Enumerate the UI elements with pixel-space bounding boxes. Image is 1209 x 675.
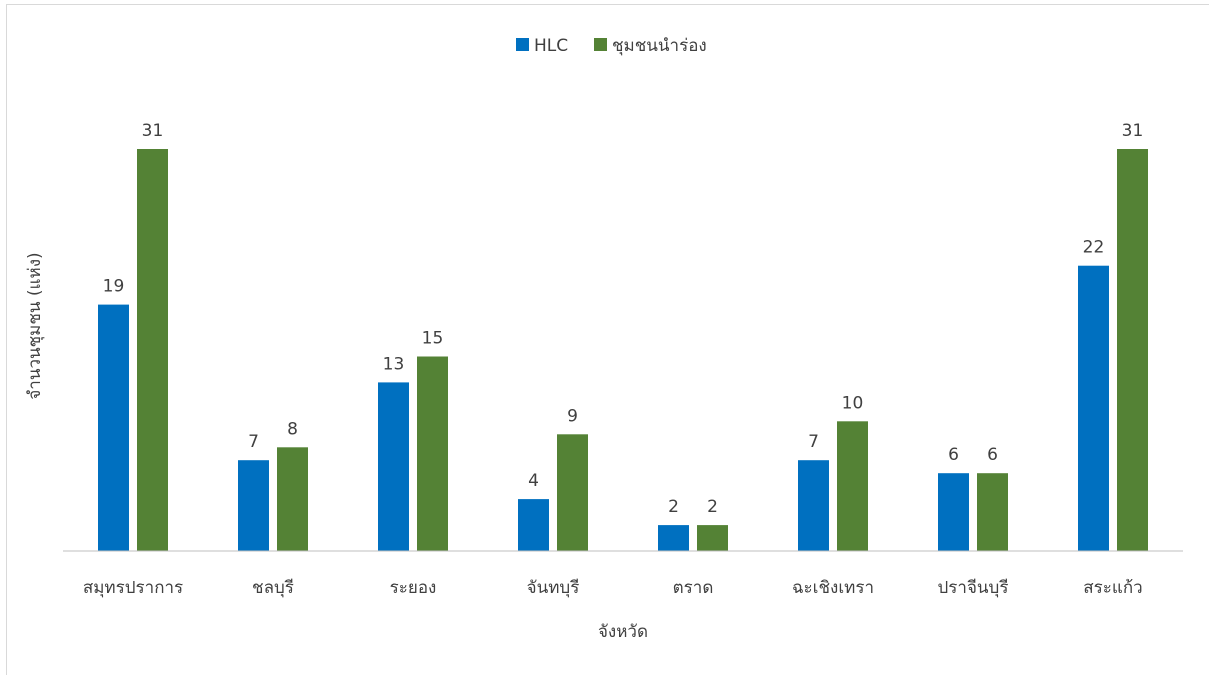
bar-hlc-3 [518, 499, 549, 551]
legend-swatch-pilot [594, 38, 607, 51]
legend-label-pilot: ชุมชนนำร่อง [612, 36, 707, 56]
bars-group [98, 149, 1148, 551]
bar-hlc-5 [798, 460, 829, 551]
y-axis-title: จำนวนชุมชน (แห่ง) [25, 252, 45, 399]
bar-pilot-7 [1117, 149, 1148, 551]
data-label-pilot-6: 6 [987, 445, 998, 465]
x-tick-label-4: ตราด [673, 578, 714, 598]
data-label-hlc-1: 7 [248, 432, 259, 452]
x-tick-labels-group: สมุทรปราการ ชลบุรี ระยอง จันทบุรี ตราด ฉะเชิง… [83, 578, 1143, 598]
data-label-hlc-3: 4 [528, 471, 539, 491]
chart-frame [6, 4, 1209, 675]
bar-pilot-5 [837, 421, 868, 551]
data-label-hlc-4: 2 [668, 497, 679, 517]
data-label-pilot-4: 2 [707, 497, 718, 517]
data-label-pilot-5: 10 [842, 393, 864, 413]
legend-label-hlc: HLC [534, 36, 568, 56]
x-tick-label-2: ระยอง [390, 578, 437, 598]
bar-hlc-0 [98, 304, 129, 551]
bar-hlc-6 [938, 473, 969, 551]
bar-pilot-6 [977, 473, 1008, 551]
x-tick-label-0: สมุทรปราการ [83, 578, 183, 598]
x-tick-label-6: ปราจีนบุรี [938, 578, 1009, 598]
legend: HLC ชุมชนนำร่อง [516, 36, 707, 56]
x-tick-label-5: ฉะเชิงเทรา [792, 578, 874, 598]
bar-hlc-1 [238, 460, 269, 551]
data-label-pilot-1: 8 [287, 419, 298, 439]
x-tick-label-7: สระแก้ว [1083, 578, 1142, 598]
bar-pilot-1 [277, 447, 308, 551]
data-label-hlc-6: 6 [948, 445, 959, 465]
bar-hlc-7 [1078, 265, 1109, 551]
bar-hlc-4 [658, 525, 689, 551]
data-label-hlc-0: 19 [103, 277, 125, 297]
bar-pilot-0 [137, 149, 168, 551]
data-label-pilot-2: 15 [422, 329, 444, 349]
data-label-hlc-2: 13 [383, 354, 405, 374]
x-axis-title: จังหวัด [598, 622, 648, 642]
bar-pilot-2 [417, 356, 448, 551]
bar-hlc-2 [378, 382, 409, 551]
data-label-pilot-0: 31 [142, 121, 164, 141]
data-label-hlc-7: 22 [1083, 238, 1105, 258]
x-tick-label-1: ชลบุรี [252, 578, 294, 598]
x-tick-label-3: จันทบุรี [527, 578, 580, 598]
bar-pilot-3 [557, 434, 588, 551]
data-label-hlc-5: 7 [808, 432, 819, 452]
data-label-pilot-3: 9 [567, 406, 578, 426]
bar-pilot-4 [697, 525, 728, 551]
data-label-pilot-7: 31 [1122, 121, 1144, 141]
legend-swatch-hlc [516, 38, 529, 51]
